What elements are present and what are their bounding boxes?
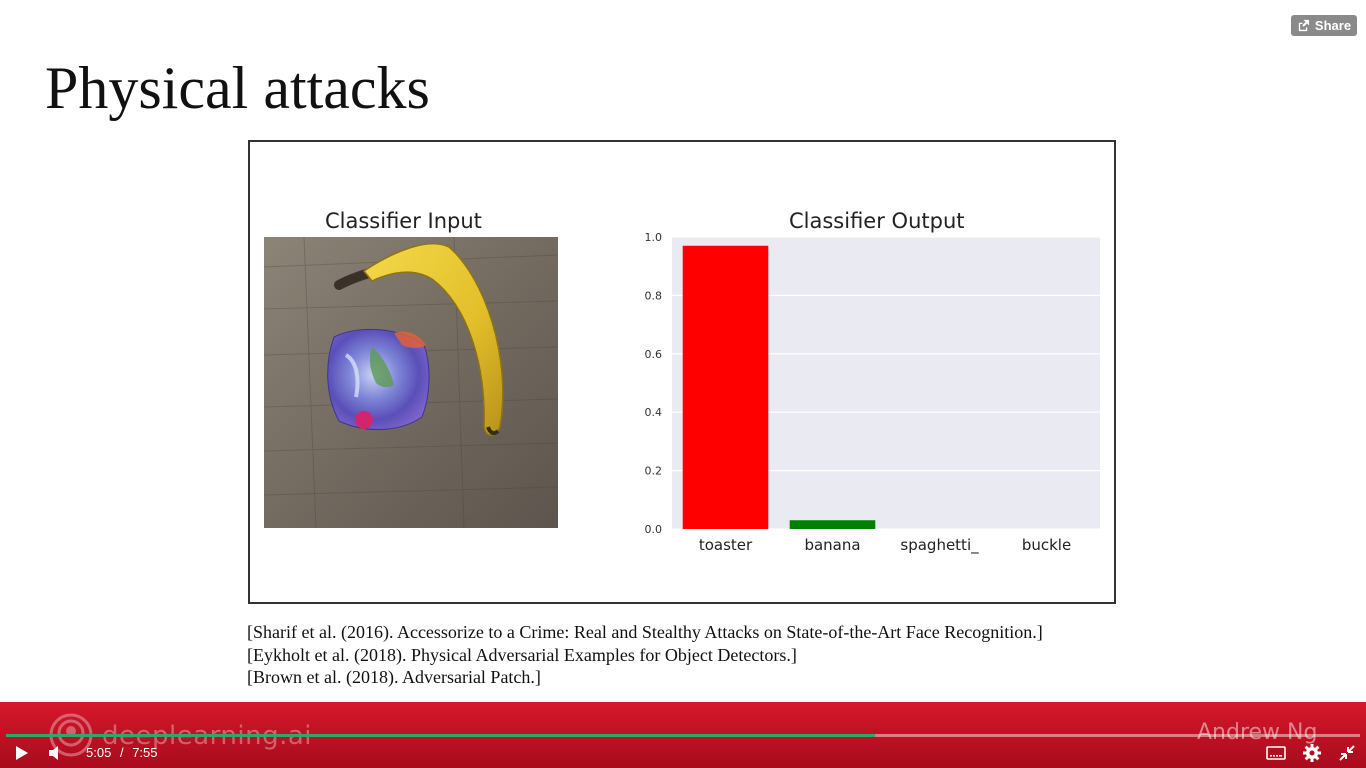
y-tick-label: 1.0 [645,231,663,244]
play-icon [16,746,28,760]
exit-fullscreen-button[interactable] [1338,744,1356,762]
bar-toaster [682,245,769,529]
classifier-input-image [264,237,558,528]
slide: Share Physical attacks Classifier Input … [45,15,1357,689]
bar-banana [789,520,876,529]
slide-title: Physical attacks [45,55,430,121]
figure: Classifier Input Classifier Output [248,140,1116,604]
settings-icon [1303,744,1321,762]
time-separator: / [119,745,124,760]
time-display: 5:05 / 7:55 [86,745,158,760]
play-button[interactable] [14,744,30,762]
y-tick-label: 0.2 [645,465,663,478]
volume-button[interactable] [48,745,68,761]
y-tick-label: 0.6 [645,348,663,361]
x-tick-label: banana [804,536,860,554]
video-control-bar: deeplearning.ai Andrew Ng 5:05 / 7:55 [0,702,1366,768]
reference-item: [Eykholt et al. (2018). Physical Adversa… [247,644,797,665]
volume-icon [49,746,58,760]
classifier-output-chart: 0.0 0.2 0.4 0.6 0.8 1.0 toaster banana spaghett… [645,231,1100,555]
reference-item: [Sharif et al. (2016). Accessorize to a … [247,622,1043,642]
output-panel-title: Classifier Output [789,209,965,233]
x-tick-label: toaster [699,536,753,554]
author-watermark: Andrew Ng [1197,720,1318,745]
captions-icon [1266,746,1286,760]
y-tick-label: 0.0 [645,523,663,536]
x-tick-label: spaghetti_ [900,536,979,555]
current-time: 5:05 [86,745,112,760]
x-tick-label: buckle [1022,536,1071,554]
input-panel-title: Classifier Input [325,209,482,233]
y-tick-label: 0.8 [645,289,663,302]
reference-item: [Brown et al. (2018). Adversarial Patch.… [247,667,541,687]
settings-button[interactable] [1302,743,1322,763]
duration: 7:55 [132,745,158,760]
references: [Sharif et al. (2016). Accessorize to a … [247,621,1043,689]
progress-bar[interactable] [6,734,1360,737]
y-tick-label: 0.4 [645,406,663,419]
progress-fill [6,734,876,737]
exit-fullscreen-icon [1339,745,1355,761]
captions-button[interactable] [1266,745,1286,761]
share-label: Share [1314,18,1352,33]
share-icon [1298,19,1309,32]
share-button[interactable]: Share [1291,15,1357,36]
